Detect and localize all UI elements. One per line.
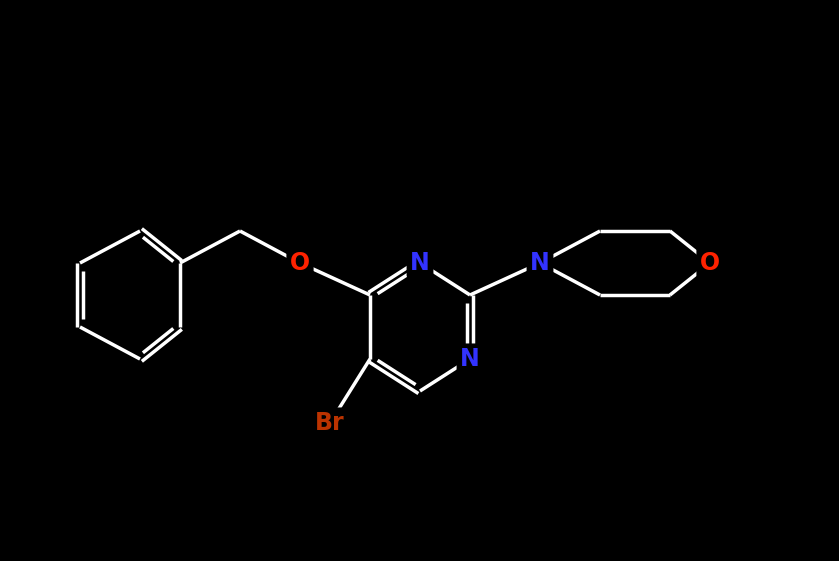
Text: Br: Br xyxy=(315,411,345,435)
Text: O: O xyxy=(700,251,720,275)
Text: N: N xyxy=(460,347,480,371)
Text: N: N xyxy=(410,251,430,275)
Text: O: O xyxy=(290,251,310,275)
Text: N: N xyxy=(530,251,550,275)
